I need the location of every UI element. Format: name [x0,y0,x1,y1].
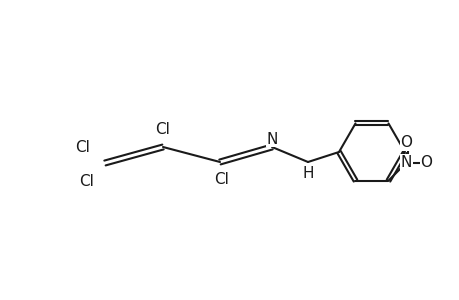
Text: O: O [420,155,431,170]
Text: N: N [400,155,411,170]
Text: N: N [266,131,277,146]
Text: O: O [400,135,412,150]
Text: Cl: Cl [75,140,90,155]
Text: Cl: Cl [79,173,94,188]
Text: Cl: Cl [214,172,229,188]
Text: H: H [302,167,313,182]
Text: Cl: Cl [155,122,170,136]
